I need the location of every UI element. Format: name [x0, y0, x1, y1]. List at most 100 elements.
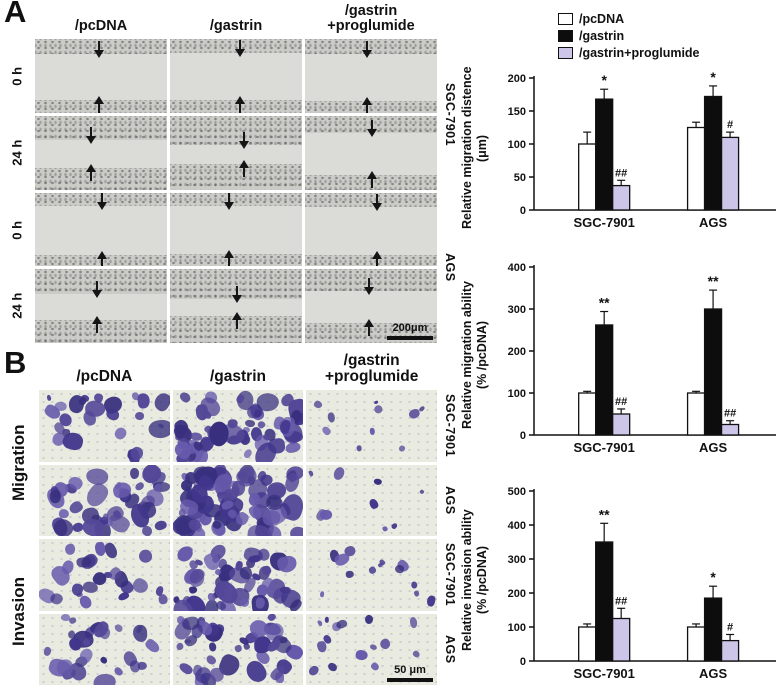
- legend-item-gastrin-proglumide: /gastrin+proglumide: [558, 46, 780, 60]
- wound-edge-arrow: [224, 250, 235, 267]
- cell-monolayer: [35, 167, 167, 190]
- cell-monolayer: [170, 316, 302, 343]
- scale-bar-label: 200μm: [392, 322, 428, 334]
- cell-monolayer: [305, 100, 437, 113]
- wound-image-ags-24h-gastrin: [170, 269, 302, 343]
- svg-text:200: 200: [508, 588, 526, 600]
- wound-edge-arrow: [238, 159, 249, 177]
- wound-image-sgc-24h-gastrin: [170, 115, 302, 190]
- wound-edge-arrow: [372, 251, 383, 267]
- wound-image-ags-0h-pcdna: [35, 192, 167, 267]
- cell-monolayer: [35, 39, 167, 54]
- svg-text:200: 200: [508, 73, 526, 85]
- transwell-migration-sgc-pcdna: [39, 390, 170, 462]
- wound-edge-arrow: [86, 126, 97, 144]
- svg-text:0: 0: [520, 430, 526, 442]
- wound-edge-arrow: [232, 312, 242, 329]
- legend-label: /gastrin: [579, 29, 625, 43]
- wound-edge-arrow: [224, 192, 235, 210]
- cell-monolayer: [170, 163, 302, 190]
- wound-edge-arrow: [86, 163, 97, 181]
- panel-b-header-pcdna: /pcDNA: [76, 368, 133, 386]
- svg-text:0: 0: [520, 205, 526, 217]
- wound-image-sgc-0h-proglumide: [305, 39, 437, 113]
- chart-migration-ability-block: Relative migration ability (% /pcDNA) 0 1…: [460, 251, 784, 459]
- svg-text:0: 0: [520, 656, 526, 668]
- panel-b-header-gastrin-proglumide: /gastrin +proglumide: [324, 351, 419, 386]
- transwell-migration-sgc-proglumide: [306, 390, 437, 462]
- y-axis-label-migration-ability: Relative migration ability (% /pcDNA): [460, 280, 489, 429]
- wound-image-ags-24h-pcdna: [35, 269, 167, 343]
- wound-image-ags-0h-gastrin: [170, 192, 302, 267]
- wound-image-sgc-24h-pcdna: [35, 115, 167, 190]
- legend-swatch-gastrin: [558, 30, 573, 42]
- wound-image-ags-0h-proglumide: [305, 192, 437, 267]
- svg-text:##: ##: [615, 395, 627, 407]
- panel-a-wound-healing: A /pcDNA /gastrin /gastrin +proglumide 0…: [0, 0, 460, 345]
- svg-text:**: **: [708, 273, 719, 289]
- scale-bar-line: [387, 678, 433, 682]
- y-axis-label-migration-distance: Relative migration distence (μm): [460, 66, 489, 230]
- panel-b-transwell: B /pcDNA /gastrin /gastrin +proglumide M…: [0, 345, 460, 687]
- wound-edge-arrow: [372, 193, 383, 211]
- row-label-24h-sgc: 24 h: [9, 139, 25, 166]
- cell-monolayer: [170, 99, 302, 113]
- svg-text:SGC-7901: SGC-7901: [573, 666, 634, 681]
- panel-a-header-gastrin-proglumide: /gastrin +proglumide: [327, 2, 415, 35]
- panel-a-header-pcdna: /pcDNA: [74, 18, 128, 35]
- panel-b-header-gastrin: /gastrin: [210, 368, 266, 386]
- svg-text:100: 100: [508, 139, 526, 151]
- wound-edge-arrow: [94, 41, 105, 58]
- cell-line-label-sgc7901: SGC-7901: [443, 82, 457, 146]
- row-label-24h-ags: 24 h: [9, 293, 25, 320]
- transwell-invasion-ags-proglumide: 50 μm: [306, 613, 437, 685]
- wound-edge-arrow: [232, 286, 242, 304]
- legend-label: /pcDNA: [579, 12, 625, 26]
- row-group-migration: Migration: [9, 424, 28, 502]
- chart-invasion-ability-block: Relative invasion ability (% /pcDNA) 0 10…: [460, 475, 784, 685]
- cell-monolayer: [305, 255, 437, 267]
- scale-bar-200um: 200μm: [387, 323, 433, 340]
- svg-text:100: 100: [508, 622, 526, 634]
- row-group-invasion: Invasion: [9, 577, 28, 647]
- panel-b-letter: B: [4, 345, 27, 380]
- cell-monolayer: [305, 269, 437, 292]
- transwell-invasion-sgc-pcdna: [39, 539, 170, 611]
- scale-bar-50um: 50 μm: [387, 665, 433, 682]
- row-cell-line-sgc7901: SGC-7901: [443, 394, 457, 458]
- wound-image-ags-24h-proglumide: 200μm: [305, 269, 437, 343]
- wound-image-sgc-0h-gastrin: [170, 39, 302, 113]
- panel-a-header-gastrin: /gastrin: [209, 18, 263, 35]
- cell-monolayer: [305, 39, 437, 54]
- wound-edge-arrow: [97, 251, 107, 267]
- bar-chart-invasion-ability: 0 100 200 300 400 500 SGC-7901 ** ## AGS * #: [508, 486, 776, 681]
- row-cell-line-ags: AGS: [443, 485, 457, 515]
- cell-monolayer: [170, 115, 302, 145]
- svg-text:500: 500: [508, 486, 526, 498]
- svg-text:50: 50: [514, 172, 526, 184]
- scale-bar-line: [387, 336, 433, 340]
- svg-text:##: ##: [615, 595, 627, 607]
- cell-line-label-ags: AGS: [443, 253, 457, 283]
- wound-edge-arrow: [367, 119, 377, 137]
- y-axis-label-invasion-ability: Relative invasion ability (% /pcDNA): [460, 509, 489, 651]
- cell-monolayer: [170, 39, 302, 53]
- transwell-migration-ags-proglumide: [306, 464, 437, 536]
- wound-edge-arrow: [364, 278, 375, 296]
- svg-text:*: *: [710, 69, 716, 85]
- svg-text:AGS: AGS: [699, 215, 728, 230]
- wound-edge-arrow: [364, 319, 375, 336]
- svg-text:*: *: [710, 569, 716, 585]
- svg-text:**: **: [599, 506, 610, 522]
- svg-text:300: 300: [508, 304, 526, 316]
- svg-text:#: #: [727, 119, 733, 131]
- scale-bar-label: 50 μm: [394, 664, 426, 676]
- svg-text:200: 200: [508, 346, 526, 358]
- bar-chart-migration-ability: 0 100 200 300 400 SGC-7901 ** ## AGS ** ##: [508, 262, 776, 455]
- wound-edge-arrow: [91, 316, 102, 333]
- wound-edge-arrow: [94, 95, 105, 113]
- row-cell-line-sgc7901: SGC-7901: [443, 543, 457, 607]
- cell-monolayer: [170, 192, 302, 206]
- svg-text:SGC-7901: SGC-7901: [573, 215, 634, 230]
